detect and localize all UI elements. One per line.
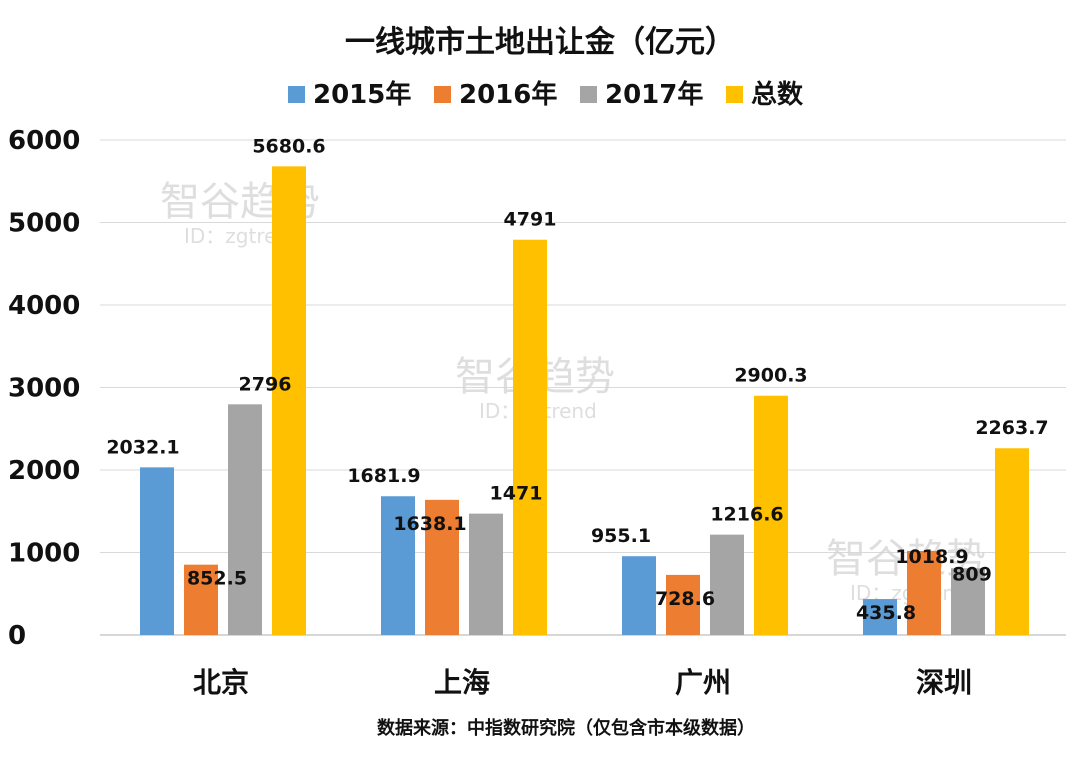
- data-label: 1018.9: [895, 546, 968, 568]
- data-label: 852.5: [187, 568, 247, 590]
- bar: [184, 564, 218, 635]
- bar: [228, 404, 262, 635]
- legend-swatch: [288, 86, 305, 103]
- y-tick-label: 1000: [8, 539, 80, 569]
- y-tick-label: 2000: [8, 456, 80, 486]
- data-label: 1681.9: [347, 465, 420, 487]
- bar: [995, 448, 1029, 635]
- source-note: 数据来源：中指数研究院（仅包含市本级数据）: [377, 717, 755, 739]
- bar: [272, 166, 306, 635]
- bar: [863, 599, 897, 635]
- bar: [140, 467, 174, 635]
- data-label: 2900.3: [734, 365, 807, 387]
- data-label: 435.8: [856, 602, 916, 624]
- bar: [469, 513, 503, 635]
- data-label: 728.6: [655, 588, 715, 610]
- y-tick-label: 4000: [8, 291, 80, 321]
- legend-label: 2015年: [313, 79, 411, 110]
- data-label: 1216.6: [710, 504, 783, 526]
- data-label: 1638.1: [393, 513, 466, 535]
- data-label: 2032.1: [106, 436, 179, 458]
- x-category-label: 广州: [675, 666, 731, 699]
- y-tick-label: 5000: [8, 209, 80, 239]
- bar: [710, 534, 744, 635]
- x-axis: 北京 上海 广州 深圳: [193, 666, 972, 699]
- legend: 2015年 2016年 2017年 总数: [288, 79, 804, 110]
- legend-label: 2017年: [605, 79, 703, 110]
- bar: [666, 574, 700, 635]
- y-tick-label: 0: [8, 621, 26, 651]
- bar: [513, 239, 547, 635]
- bar: [381, 496, 415, 635]
- chart-title: 一线城市土地出让金（亿元）: [345, 25, 735, 60]
- data-label: 2263.7: [975, 417, 1048, 439]
- data-label: 1471: [490, 483, 543, 505]
- legend-swatch: [580, 86, 597, 103]
- bar: [425, 499, 459, 635]
- x-category-label: 北京: [193, 666, 249, 699]
- data-labels: 2032.1 852.5 2796 5680.6 1681.9 1638.1 1471 479…: [106, 135, 1048, 624]
- y-tick-label: 6000: [8, 126, 80, 156]
- bar: [754, 395, 788, 635]
- data-label: 5680.6: [252, 135, 325, 157]
- bar: [622, 556, 656, 635]
- legend-swatch: [434, 86, 451, 103]
- data-label: 809: [952, 563, 992, 585]
- data-label: 955.1: [591, 525, 651, 547]
- legend-swatch: [726, 86, 743, 103]
- y-tick-label: 3000: [8, 374, 80, 404]
- bar: [907, 550, 941, 635]
- data-label: 2796: [239, 373, 292, 395]
- y-axis: 0 1000 2000 3000 4000 5000 6000: [8, 126, 80, 651]
- bar: [951, 568, 985, 635]
- legend-label: 总数: [751, 80, 804, 110]
- x-category-label: 上海: [434, 666, 490, 699]
- x-category-label: 深圳: [916, 666, 972, 699]
- legend-label: 2016年: [459, 79, 557, 110]
- bars: [140, 166, 1029, 635]
- data-label: 4791: [504, 209, 557, 231]
